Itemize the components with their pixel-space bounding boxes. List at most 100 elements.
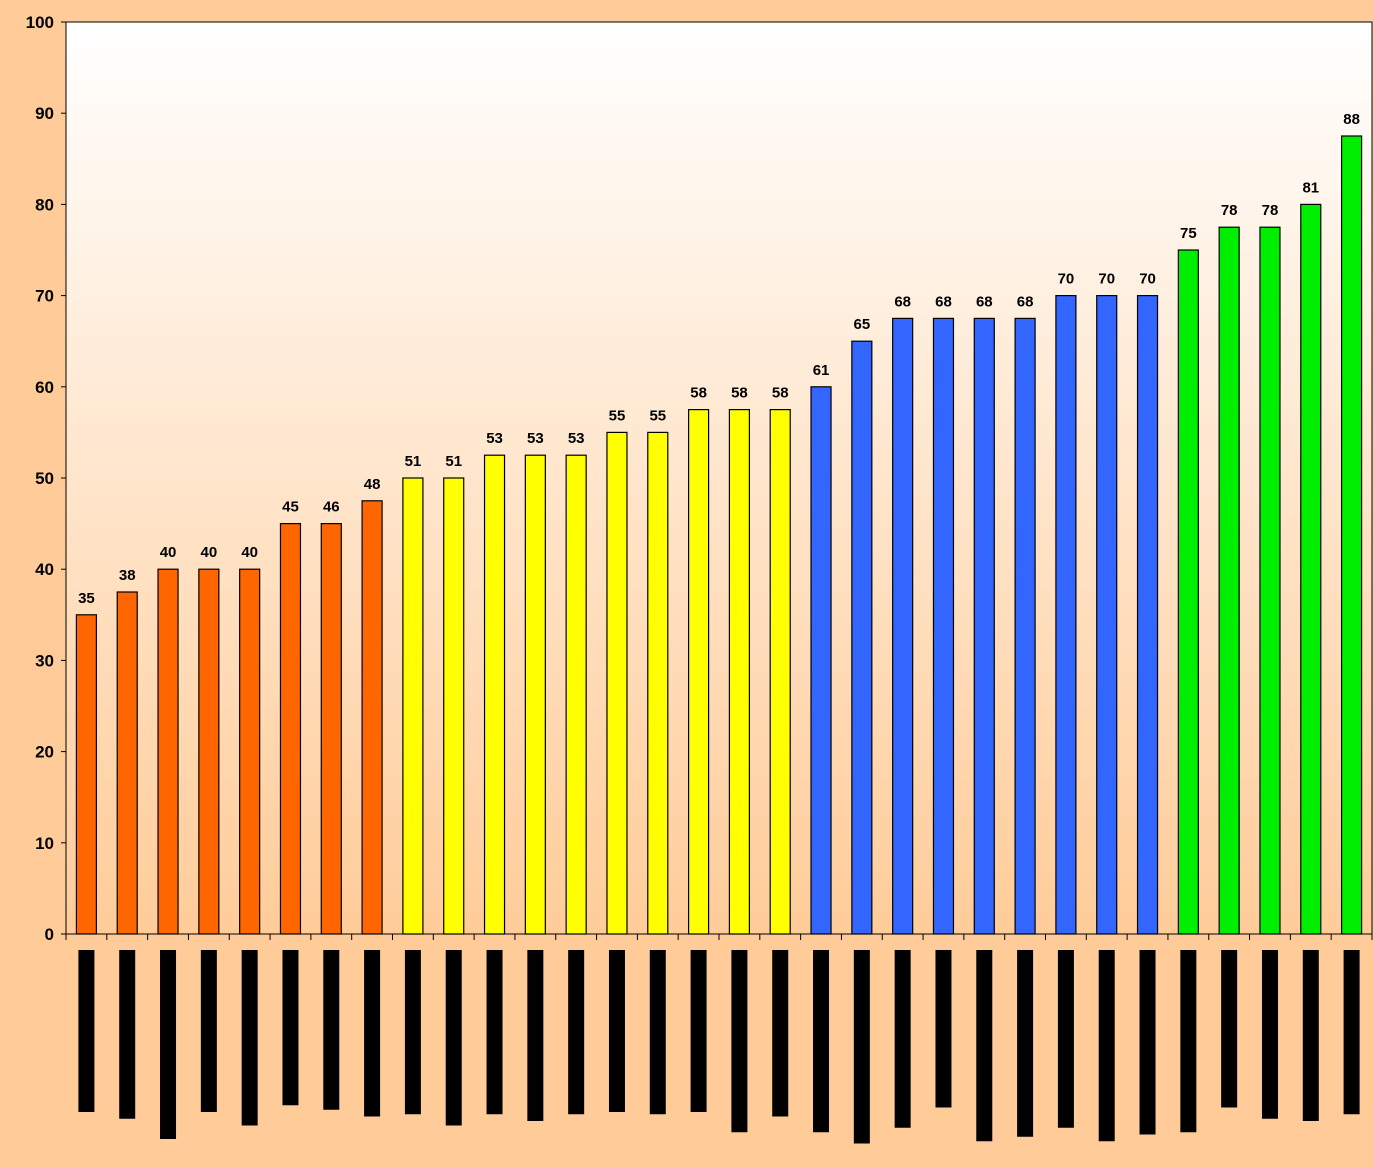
bar (1096, 295, 1118, 935)
data-labels: 35 38 40 40 40 45 46 48 51 51 53 53 53 55 55 58 58 58 61 65… (78, 111, 1360, 607)
redacted-category-label (853, 950, 870, 1144)
bar (769, 409, 791, 935)
redacted-category-label (445, 950, 462, 1126)
y-tick-label: 90 (35, 104, 54, 123)
redacted-category-label (119, 950, 136, 1119)
data-label: 45 (282, 499, 299, 516)
bar (932, 317, 955, 935)
plot-area (65, 21, 1373, 935)
redacted-category-labels (78, 950, 1360, 1144)
redacted-category-label (894, 950, 911, 1128)
y-axis: 0 10 20 30 40 50 60 70 80 90 100 (26, 13, 67, 944)
data-label: 61 (813, 362, 830, 379)
redacted-category-label (1057, 950, 1074, 1128)
redacted-category-label (976, 950, 993, 1142)
bar (687, 409, 710, 935)
data-label: 58 (690, 385, 707, 402)
bar (402, 477, 424, 935)
redacted-category-label (241, 950, 258, 1126)
y-tick-label: 40 (35, 560, 54, 579)
y-tick-label: 100 (26, 13, 54, 32)
data-label: 58 (772, 385, 789, 402)
bar (279, 522, 302, 935)
redacted-category-label (1221, 950, 1238, 1108)
bar (361, 500, 383, 935)
data-label: 81 (1302, 179, 1319, 196)
y-tick-label: 10 (35, 834, 54, 853)
redacted-category-label (1302, 950, 1319, 1121)
bar (851, 340, 873, 935)
bar (1014, 317, 1036, 935)
data-label: 53 (527, 430, 544, 447)
data-label: 38 (119, 567, 136, 584)
data-label: 55 (609, 407, 626, 424)
bar (239, 568, 261, 935)
data-label: 40 (241, 544, 258, 561)
data-label: 53 (486, 430, 503, 447)
data-label: 65 (854, 316, 871, 333)
redacted-category-label (364, 950, 381, 1117)
bar (524, 454, 546, 935)
data-label: 68 (935, 293, 952, 310)
bar (320, 522, 342, 935)
redacted-category-label (568, 950, 585, 1115)
data-label: 35 (78, 590, 95, 607)
bar (198, 568, 220, 935)
data-label: 55 (649, 407, 666, 424)
bar (116, 591, 138, 935)
redacted-category-label (200, 950, 217, 1112)
bar (810, 386, 832, 935)
redacted-category-label (1017, 950, 1034, 1137)
y-tick-label: 80 (35, 195, 54, 214)
y-tick-label: 20 (35, 743, 54, 762)
y-tick-label: 60 (35, 378, 54, 397)
bar (157, 568, 179, 935)
redacted-category-label (282, 950, 299, 1106)
data-label: 51 (405, 453, 422, 470)
redacted-category-label (1098, 950, 1115, 1142)
bar (647, 431, 669, 935)
redacted-category-label (690, 950, 707, 1112)
data-label: 40 (201, 544, 218, 561)
bar (1340, 135, 1363, 935)
redacted-category-label (935, 950, 952, 1108)
bar (1136, 295, 1159, 935)
y-tick-label: 0 (45, 925, 54, 944)
redacted-category-label (527, 950, 544, 1121)
bar (443, 477, 465, 935)
data-label: 88 (1343, 111, 1360, 128)
redacted-category-label (323, 950, 340, 1110)
y-tick-label: 30 (35, 651, 54, 670)
bar (1259, 226, 1281, 935)
bar (606, 431, 628, 935)
bar (75, 614, 98, 935)
y-tick-label: 70 (35, 287, 54, 306)
bar (1055, 295, 1077, 935)
y-tick-label: 50 (35, 469, 54, 488)
data-label: 78 (1262, 202, 1279, 219)
redacted-category-label (1180, 950, 1197, 1133)
data-label: 40 (160, 544, 177, 561)
redacted-category-label (1343, 950, 1360, 1115)
redacted-category-label (486, 950, 503, 1115)
data-label: 68 (976, 293, 993, 310)
data-label: 48 (364, 476, 381, 493)
bar (892, 317, 914, 935)
data-label: 70 (1098, 271, 1115, 288)
bar (728, 409, 751, 935)
bars (75, 135, 1363, 935)
data-label: 68 (894, 293, 911, 310)
redacted-category-label (608, 950, 625, 1112)
data-label: 75 (1180, 225, 1197, 242)
bar (565, 454, 587, 935)
bar (1177, 249, 1199, 935)
bar (973, 317, 995, 935)
redacted-category-label (772, 950, 789, 1117)
bar (483, 454, 506, 935)
data-label: 68 (1017, 293, 1034, 310)
redacted-category-label (1261, 950, 1278, 1119)
data-label: 78 (1221, 202, 1238, 219)
redacted-category-label (404, 950, 421, 1115)
